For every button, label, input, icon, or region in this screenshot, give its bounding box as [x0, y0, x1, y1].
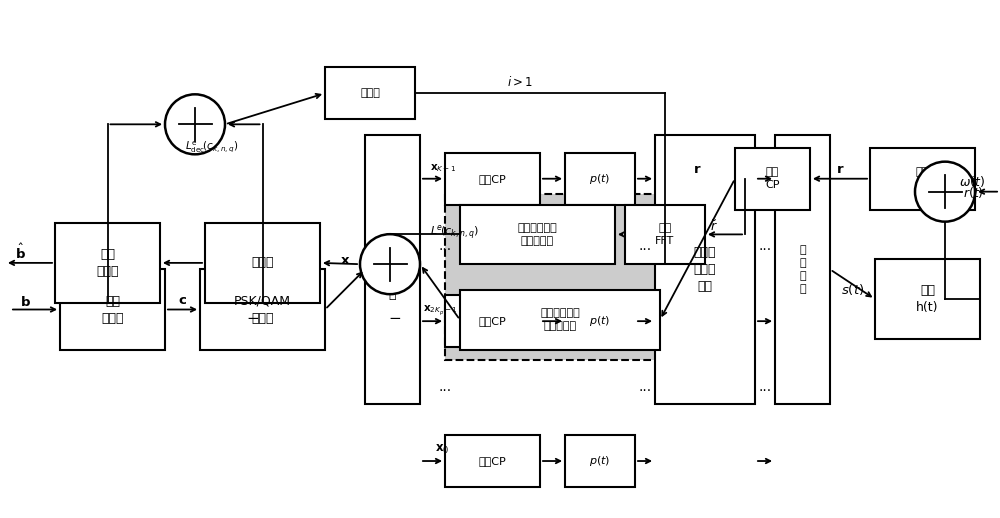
- Text: 信道
编码器: 信道 编码器: [101, 295, 124, 324]
- Bar: [875, 259, 980, 339]
- Bar: [445, 194, 730, 360]
- Text: 信道
h(t): 信道 h(t): [916, 284, 939, 314]
- Text: $i>1$: $i>1$: [507, 75, 533, 89]
- Text: 插入CP: 插入CP: [479, 174, 506, 184]
- Text: $\mathbf{b}$: $\mathbf{b}$: [20, 295, 30, 309]
- Bar: [55, 223, 160, 303]
- Text: $L^e\!\left(c_{k,n,q}\right)$: $L^e\!\left(c_{k,n,q}\right)$: [430, 224, 479, 242]
- Text: $\omega(t)$: $\omega(t)$: [959, 174, 985, 189]
- Text: $p(t)$: $p(t)$: [589, 454, 611, 468]
- Text: $\mathbf{r}$: $\mathbf{r}$: [836, 163, 844, 176]
- Bar: [565, 435, 635, 487]
- Circle shape: [360, 234, 420, 294]
- Text: $s(t)$: $s(t)$: [841, 282, 864, 297]
- Text: 时域联合信道
估计与均衡: 时域联合信道 估计与均衡: [540, 308, 580, 332]
- Bar: [625, 205, 705, 264]
- Bar: [445, 435, 540, 487]
- Bar: [325, 67, 415, 119]
- Text: $r(t)$: $r(t)$: [963, 185, 984, 200]
- Text: $\mathbf{c}$: $\mathbf{c}$: [178, 294, 187, 307]
- Circle shape: [165, 94, 225, 154]
- Text: 信道
译码器: 信道 译码器: [96, 248, 119, 278]
- Bar: [60, 269, 165, 350]
- Text: 插入CP: 插入CP: [479, 456, 506, 466]
- Text: ···: ···: [638, 384, 652, 398]
- Text: 软映射: 软映射: [360, 88, 380, 98]
- Text: $p(t)$: $p(t)$: [589, 171, 611, 186]
- Text: $\mathbf{x}_{2K_p-1}$: $\mathbf{x}_{2K_p-1}$: [423, 304, 458, 318]
- Text: −: −: [389, 311, 401, 326]
- Bar: [445, 295, 540, 347]
- Text: $\hat{\mathbf{b}}$: $\hat{\mathbf{b}}$: [15, 243, 26, 262]
- Text: PSK/QAM
调制器: PSK/QAM 调制器: [234, 295, 291, 324]
- Text: $\mathbf{r}$: $\mathbf{r}$: [693, 163, 702, 176]
- Text: $\mathbf{x}_0$: $\mathbf{x}_0$: [435, 443, 449, 456]
- Text: $\mathbf{x}_{K-1}$: $\mathbf{x}_{K-1}$: [430, 163, 456, 174]
- Bar: [655, 135, 755, 404]
- Bar: [735, 148, 810, 210]
- Bar: [565, 295, 635, 347]
- Bar: [200, 269, 325, 350]
- Text: 移除
CP: 移除 CP: [765, 167, 780, 190]
- Bar: [205, 223, 320, 303]
- Text: $p(t)$: $p(t)$: [589, 314, 611, 328]
- Circle shape: [915, 162, 975, 222]
- Text: −: −: [246, 311, 259, 326]
- Text: 匹配
滤波: 匹配 滤波: [916, 167, 929, 190]
- Text: ···: ···: [638, 243, 652, 257]
- Text: 串
并
转
换: 串 并 转 换: [389, 237, 396, 301]
- Bar: [565, 153, 635, 205]
- Text: $\mathbf{x}$: $\mathbf{x}$: [340, 253, 350, 267]
- Bar: [775, 135, 830, 404]
- Bar: [445, 153, 540, 205]
- Text: ···: ···: [758, 243, 772, 257]
- Text: ···: ···: [438, 243, 452, 257]
- Text: 插入CP: 插入CP: [479, 316, 506, 326]
- Text: 频域联合信道
估计与均衡: 频域联合信道 估计与均衡: [518, 223, 557, 246]
- Text: 解映射: 解映射: [251, 256, 274, 269]
- Text: 非正交
子载波
映射: 非正交 子载波 映射: [694, 246, 716, 293]
- Text: ···: ···: [758, 384, 772, 398]
- Text: ···: ···: [438, 384, 452, 398]
- Text: $L^{\rm e}_{\rm dec}\!\left(c_{k,n,q}\right)$: $L^{\rm e}_{\rm dec}\!\left(c_{k,n,q}\ri…: [185, 140, 238, 155]
- Bar: [460, 205, 615, 264]
- Bar: [365, 135, 420, 404]
- Bar: [460, 290, 660, 350]
- Bar: [870, 148, 975, 210]
- Text: 并
串
转
换: 并 串 转 换: [799, 244, 806, 294]
- Text: $\breve{r}$: $\breve{r}$: [710, 219, 718, 235]
- Text: 二维
FFT: 二维 FFT: [655, 223, 675, 246]
